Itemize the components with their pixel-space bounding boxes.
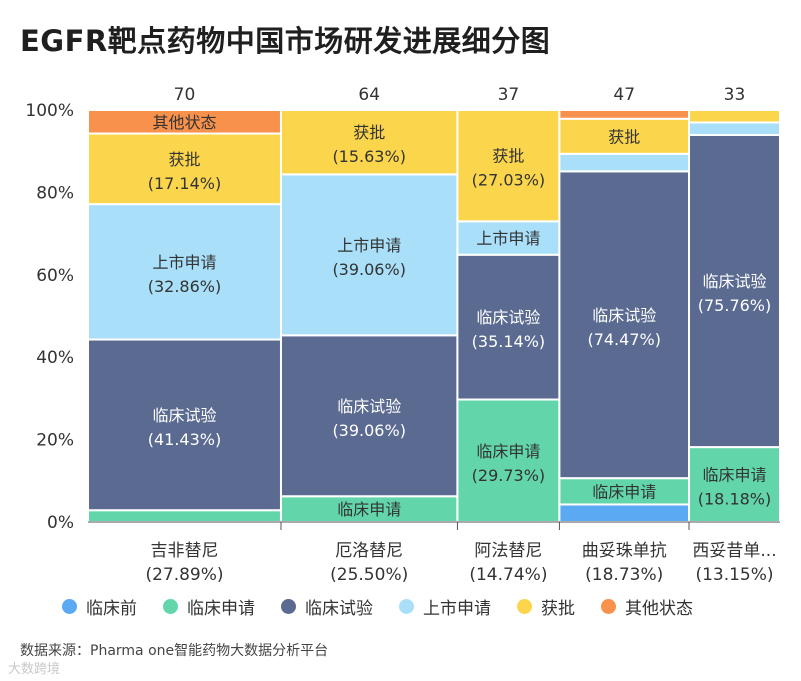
segment-s3 xyxy=(688,133,782,449)
legend-swatch xyxy=(601,599,616,614)
category-label: 吉非替尼 xyxy=(150,541,218,561)
segment-label: 临床申请 xyxy=(476,442,540,461)
segment-label: 获批 xyxy=(608,127,640,146)
category-label: 厄洛替尼 xyxy=(335,541,403,561)
segment-pct-label: (41.43%) xyxy=(148,430,222,449)
segment-s3 xyxy=(456,253,561,401)
category-label: 西妥昔单... xyxy=(692,541,776,561)
y-tick-label: 60% xyxy=(36,266,74,286)
segment-label: 上市申请 xyxy=(152,253,216,272)
segment-pct-label: (74.47%) xyxy=(587,330,661,349)
segment-label: 临床申请 xyxy=(337,500,401,519)
y-tick-label: 80% xyxy=(36,183,74,203)
y-tick-label: 40% xyxy=(36,348,74,368)
segment-s3 xyxy=(279,334,459,498)
category-share-label: (27.89%) xyxy=(145,565,223,585)
segment-s3 xyxy=(87,338,282,512)
segment-s6 xyxy=(558,108,691,120)
segment-s1 xyxy=(558,503,691,523)
segment-pct-label: (29.73%) xyxy=(472,466,546,485)
column-count-label: 47 xyxy=(613,85,635,105)
segment-label: 其他状态 xyxy=(152,113,216,132)
y-tick-label: 20% xyxy=(36,431,74,451)
watermark-text: 大数跨境 xyxy=(8,662,61,677)
segment-label: 临床试验 xyxy=(476,308,540,327)
legend-item-s1: 临床前 xyxy=(62,594,137,619)
segment-pct-label: (39.06%) xyxy=(332,260,406,279)
segment-pct-label: (18.18%) xyxy=(698,490,772,509)
segment-s5 xyxy=(279,109,459,176)
legend-label: 上市申请 xyxy=(423,599,491,619)
chart-legend: 临床前 临床申请 临床试验 上市申请 获批 其他状态 xyxy=(62,594,719,619)
segment-s2 xyxy=(87,509,282,523)
segment-label: 临床试验 xyxy=(337,397,401,416)
segment-label: 获批 xyxy=(353,123,385,142)
legend-label: 临床试验 xyxy=(305,599,373,619)
column-count-label: 70 xyxy=(174,85,196,105)
column-count-label: 64 xyxy=(358,85,380,105)
segment-pct-label: (17.14%) xyxy=(148,174,222,193)
y-tick-label: 0% xyxy=(47,513,74,533)
segment-label: 上市申请 xyxy=(337,236,401,255)
segment-s3 xyxy=(558,170,691,480)
y-tick-label: 100% xyxy=(25,101,74,121)
category-share-label: (18.73%) xyxy=(585,565,663,585)
legend-item-s3: 临床试验 xyxy=(281,594,373,619)
segment-label: 获批 xyxy=(168,150,200,169)
segment-label: 临床申请 xyxy=(592,482,656,501)
column-count-label: 37 xyxy=(498,85,520,105)
segment-pct-label: (39.06%) xyxy=(332,421,406,440)
marimekko-chart: 0% 20% 40% 60% 80% 100% 临床试验 (41.43%) 上市申请 (32.86… xyxy=(25,85,782,585)
legend-swatch xyxy=(517,599,532,614)
segment-s4 xyxy=(558,152,691,173)
legend-swatch xyxy=(281,599,296,614)
category-share-label: (25.50%) xyxy=(330,565,408,585)
segment-pct-label: (35.14%) xyxy=(472,332,546,351)
segment-pct-label: (75.76%) xyxy=(698,296,772,315)
segment-label: 临床试验 xyxy=(152,406,216,425)
legend-item-s5: 获批 xyxy=(517,594,575,619)
segment-s5 xyxy=(456,108,561,223)
segment-pct-label: (27.03%) xyxy=(472,171,546,190)
category-label: 曲妥珠单抗 xyxy=(582,541,667,561)
legend-label: 其他状态 xyxy=(625,599,693,619)
segment-pct-label: (32.86%) xyxy=(148,277,222,296)
segment-label: 上市申请 xyxy=(476,229,540,248)
legend-label: 获批 xyxy=(541,599,575,619)
legend-item-s2: 临床申请 xyxy=(163,594,255,619)
segment-s4 xyxy=(688,121,782,136)
segment-label: 获批 xyxy=(492,147,524,166)
legend-swatch xyxy=(399,599,414,614)
category-label: 阿法替尼 xyxy=(474,541,542,561)
segment-label: 临床试验 xyxy=(702,272,766,291)
segment-s2 xyxy=(688,446,782,523)
data-source-note: 数据来源：Pharma one智能药物大数据分析平台 xyxy=(20,643,329,659)
segment-pct-label: (15.63%) xyxy=(332,147,406,166)
legend-label: 临床前 xyxy=(86,599,137,619)
segment-s5 xyxy=(87,132,282,206)
legend-item-s4: 上市申请 xyxy=(399,594,491,619)
category-share-label: (13.15%) xyxy=(695,565,773,585)
legend-item-s6: 其他状态 xyxy=(601,594,693,619)
legend-swatch xyxy=(62,599,77,614)
category-share-label: (14.74%) xyxy=(469,565,547,585)
legend-swatch xyxy=(163,599,178,614)
segment-s5 xyxy=(688,109,782,124)
segment-label: 临床试验 xyxy=(592,306,656,325)
legend-label: 临床申请 xyxy=(187,599,255,619)
chart-title: EGFR靶点药物中国市场研发进展细分图 xyxy=(20,24,551,58)
segment-label: 临床申请 xyxy=(702,466,766,485)
segment-s4 xyxy=(279,173,459,337)
column-count-label: 33 xyxy=(724,85,746,105)
